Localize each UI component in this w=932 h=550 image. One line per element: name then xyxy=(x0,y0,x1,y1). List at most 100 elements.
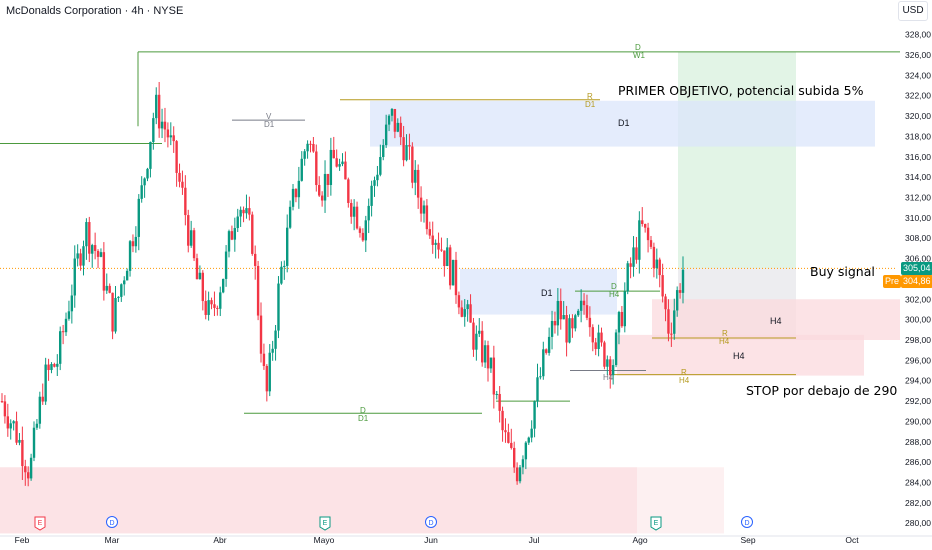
price-tick-label: 282,00 xyxy=(905,498,931,508)
candle-body xyxy=(166,129,170,138)
candle-body xyxy=(318,185,321,196)
candle-body xyxy=(518,467,522,482)
candle-body xyxy=(513,447,516,468)
candle-body xyxy=(390,108,394,116)
candle-body xyxy=(102,252,106,291)
candle-body xyxy=(88,222,91,254)
candle-body xyxy=(143,178,146,186)
candle-body xyxy=(530,428,533,438)
price-tick-label: 298,00 xyxy=(905,335,931,345)
candle-body xyxy=(428,229,432,236)
candle-body xyxy=(149,142,152,169)
candle-body xyxy=(61,331,65,333)
price-tick-label: 324,00 xyxy=(905,70,931,80)
level-d-h4-jul-bottom: H4 xyxy=(609,290,620,299)
candle-body xyxy=(579,300,583,311)
candle-body xyxy=(230,231,234,240)
candle-body xyxy=(59,331,62,364)
candle-body xyxy=(306,143,309,152)
candle-body xyxy=(12,421,15,424)
zone-h4-lower xyxy=(617,334,864,376)
candle-body xyxy=(489,357,493,369)
candle-body xyxy=(24,466,27,473)
candle-body xyxy=(402,137,405,161)
candle-body xyxy=(221,278,225,293)
candle-body xyxy=(617,311,621,333)
candle-body xyxy=(568,318,571,343)
candle-body xyxy=(120,284,123,297)
candle-body xyxy=(189,230,193,246)
price-tick-label: 314,00 xyxy=(905,172,931,182)
time-tick-label: Ago xyxy=(632,535,647,545)
candle-body xyxy=(352,206,356,217)
price-tick-label: 300,00 xyxy=(905,315,931,325)
candle-body xyxy=(588,317,592,328)
time-tick-label: Mar xyxy=(105,535,120,545)
candle-body xyxy=(251,214,254,254)
time-tick-label: Abr xyxy=(213,535,226,545)
candle-body xyxy=(47,364,50,371)
candle-body xyxy=(207,300,210,315)
candle-body xyxy=(358,228,362,233)
candle-body xyxy=(591,327,594,343)
candle-body xyxy=(315,151,318,186)
candle-body xyxy=(283,265,286,267)
price-tick-label: 316,00 xyxy=(905,152,931,162)
candle-body xyxy=(312,144,315,152)
candle-body xyxy=(507,432,510,443)
price-tick-label: 288,00 xyxy=(905,437,931,447)
candle-body xyxy=(178,172,181,182)
candle-body xyxy=(192,230,196,259)
candle-body xyxy=(320,195,324,201)
price-tick-label: 318,00 xyxy=(905,131,931,141)
stop-annotation: STOP por debajo de 290 xyxy=(746,383,898,398)
zones-layer xyxy=(0,51,900,534)
price-tick-label: 308,00 xyxy=(905,233,931,243)
candle-body xyxy=(393,108,397,132)
candle-body xyxy=(367,205,370,221)
candle-body xyxy=(6,416,10,429)
candle-body xyxy=(629,263,632,267)
candle-body xyxy=(96,250,100,257)
candle-body xyxy=(492,357,496,395)
candle-body xyxy=(472,322,475,350)
candle-body xyxy=(408,145,411,147)
candle-body xyxy=(198,272,202,280)
buy-signal-annotation: Buy signal xyxy=(810,264,875,279)
candle-body xyxy=(187,215,190,246)
candle-body xyxy=(536,377,539,402)
event-label: D xyxy=(428,520,433,527)
level-v-d1-top: V xyxy=(266,112,272,121)
candle-body xyxy=(9,423,12,429)
candle-body xyxy=(294,188,298,198)
candle-body xyxy=(195,258,199,280)
candle-body xyxy=(256,265,260,316)
candle-body xyxy=(29,457,33,479)
candle-body xyxy=(515,467,519,482)
candle-body xyxy=(108,285,111,293)
dividend-icon: D xyxy=(106,516,118,528)
candle-body xyxy=(155,94,158,119)
candle-body xyxy=(125,270,129,281)
candle-body xyxy=(606,359,609,367)
level-w1-bottom: W1 xyxy=(633,51,645,60)
candle-body xyxy=(399,122,402,138)
candle-body xyxy=(661,275,664,297)
candle-body xyxy=(571,318,574,329)
time-tick-label: Oct xyxy=(845,535,859,545)
candle-body xyxy=(3,401,7,417)
candle-body xyxy=(594,342,597,349)
candle-body xyxy=(184,187,187,216)
candle-body xyxy=(675,290,679,311)
candle-body xyxy=(76,253,79,259)
candle-body xyxy=(469,304,472,323)
candle-body xyxy=(585,305,589,318)
price-tick-label: 290,00 xyxy=(905,416,931,426)
currency-button[interactable]: USD xyxy=(898,1,928,21)
candle-body xyxy=(446,247,449,267)
candle-body xyxy=(609,359,612,376)
earnings-icon: E xyxy=(319,516,331,531)
price-tick-label: 320,00 xyxy=(905,111,931,121)
level-r-h4-bottom: H4 xyxy=(719,337,730,346)
